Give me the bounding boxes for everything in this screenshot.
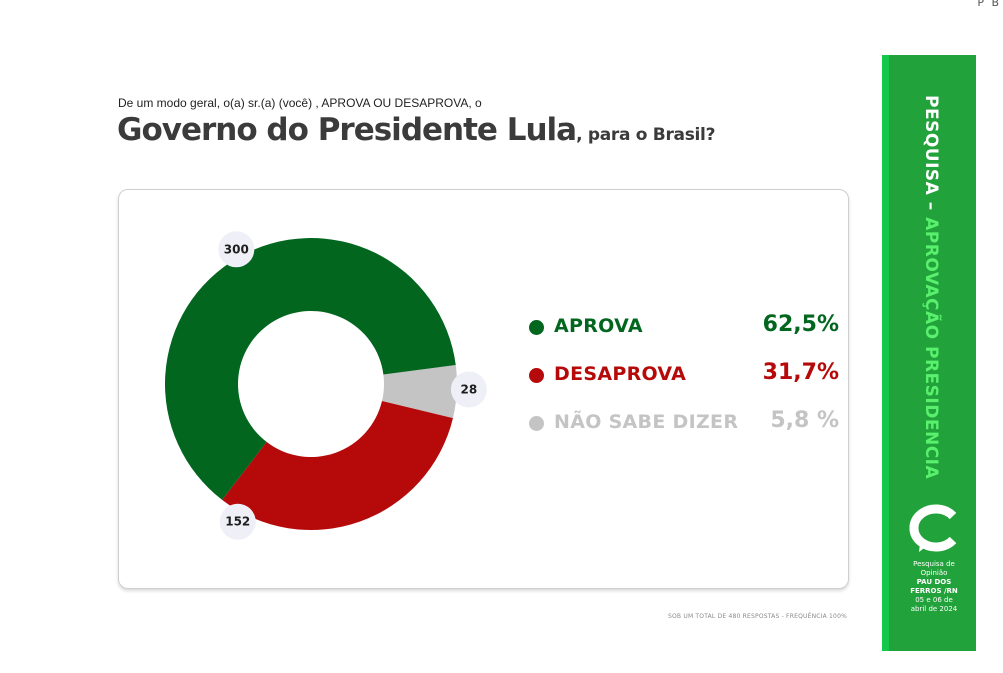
legend-row-nao-sabe: NÃO SABE DIZER 5,8 % xyxy=(529,408,839,456)
legend-label-desaprova: DESAPROVA xyxy=(554,363,687,385)
count-label-aprova: 300 xyxy=(224,242,249,256)
side-panel: PESQUISA – APROVAÇÃO PRESIDENCIA Pesquis… xyxy=(882,55,976,651)
consult-c-logo-icon xyxy=(909,504,957,552)
legend-row-aprova: APROVA 62,5% xyxy=(529,312,839,360)
donut-slice-desaprova xyxy=(222,401,453,530)
side-title-part1: PESQUISA – xyxy=(921,95,941,218)
caption-line6: abril de 2024 xyxy=(910,605,958,613)
legend-dot-nao-sabe xyxy=(529,416,544,431)
legend-dot-desaprova xyxy=(529,368,544,383)
count-bubble-desaprova xyxy=(219,503,256,540)
legend-value-desaprova: 31,7% xyxy=(762,360,839,385)
page-title: Governo do Presidente Lula, para o Brasi… xyxy=(117,112,715,148)
legend-label-aprova: APROVA xyxy=(554,315,643,337)
caption-line5: 05 e 06 de xyxy=(915,596,953,604)
count-bubble-nao-sabe xyxy=(450,371,487,408)
corner-text: P B xyxy=(977,0,1001,9)
legend-label-nao-sabe: NÃO SABE DIZER xyxy=(554,411,739,433)
headline-big: Governo do Presidente Lula xyxy=(117,112,577,148)
count-bubble-aprova xyxy=(218,231,255,268)
count-label-nao-sabe: 28 xyxy=(461,383,478,397)
donut-slice-aprova xyxy=(164,237,456,500)
caption-line1: Pesquisa de xyxy=(913,560,955,568)
donut-chart: 300 152 28 xyxy=(164,231,487,540)
caption-line2: Opinião xyxy=(920,569,948,577)
side-panel-stripe xyxy=(882,55,889,651)
count-label-desaprova: 152 xyxy=(225,515,250,529)
chart-legend: APROVA 62,5% DESAPROVA 31,7% NÃO SABE DI… xyxy=(529,312,839,456)
question-line: De um modo geral, o(a) sr.(a) (você) , A… xyxy=(118,96,482,110)
legend-value-nao-sabe: 5,8 % xyxy=(770,408,839,433)
chart-card: 300 152 28 APROVA 62,5% DESAPROVA 31,7% NÃ… xyxy=(118,189,849,589)
side-panel-caption: Pesquisa de Opinião PAU DOS FERROS /RN 0… xyxy=(892,560,976,614)
headline-small: , para o Brasil? xyxy=(576,125,716,145)
legend-value-aprova: 62,5% xyxy=(762,312,839,337)
legend-row-desaprova: DESAPROVA 31,7% xyxy=(529,360,839,408)
side-panel-title: PESQUISA – APROVAÇÃO PRESIDENCIA xyxy=(919,95,941,505)
side-title-part2: APROVAÇÃO PRESIDENCIA xyxy=(921,217,941,480)
legend-dot-aprova xyxy=(529,320,544,335)
footnote: SOB UM TOTAL DE 480 RESPOSTAS - FREQUÊNC… xyxy=(668,613,847,620)
caption-line4: FERROS /RN xyxy=(910,587,958,595)
caption-line3: PAU DOS xyxy=(916,578,952,586)
donut-slice-nao-sabe xyxy=(381,364,457,419)
